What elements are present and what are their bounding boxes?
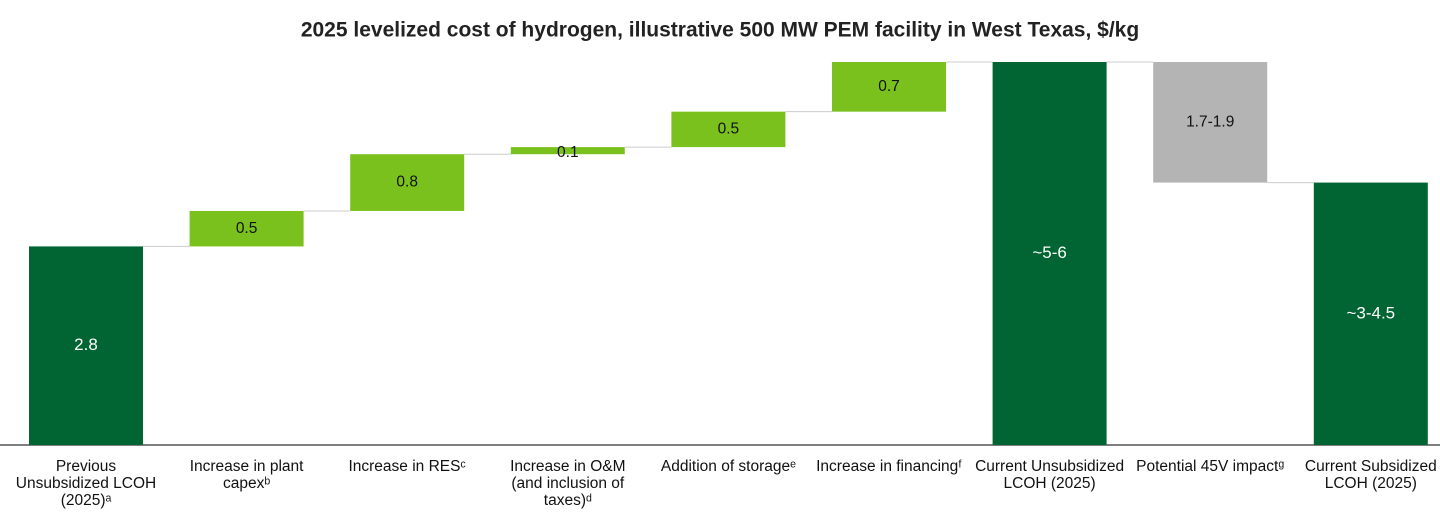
category-label: Current Subsidized LCOH (2025): [1304, 458, 1437, 492]
bar: [832, 62, 946, 112]
bar: [1153, 62, 1268, 183]
bar: [510, 147, 625, 155]
category-label: Potential 45V impactᵍ: [1136, 458, 1285, 475]
category-label: Increase in RESᶜ: [348, 458, 466, 475]
value-label: 0.5: [236, 220, 258, 237]
bar: [992, 62, 1107, 445]
category-label: Current Unsubsidized LCOH (2025): [975, 458, 1125, 492]
value-label: 0.8: [396, 174, 418, 191]
category-label: Previous Unsubsidized LCOH (2025)ᵃ: [15, 458, 157, 509]
category-label: Increase in plant capexᵇ: [189, 458, 304, 492]
value-label: 2.8: [74, 335, 98, 354]
value-label: 1.7-1.9: [1186, 113, 1234, 130]
bar: [29, 246, 143, 445]
category-label: Increase in financingᶠ: [816, 458, 962, 475]
value-label: 0.7: [878, 78, 900, 95]
value-label: ~3-4.5: [1346, 303, 1395, 322]
bar: [1313, 182, 1428, 445]
chart-title: 2025 levelized cost of hydrogen, illustr…: [301, 19, 1139, 42]
category-label: Addition of storageᵉ: [660, 458, 796, 475]
value-label: ~5-6: [1032, 243, 1067, 262]
bar: [189, 210, 304, 247]
value-label: 0.1: [557, 144, 579, 161]
bar: [350, 154, 465, 211]
value-label: 0.5: [718, 120, 740, 137]
category-label: Increase in O&M (and inclusion of taxes)…: [510, 458, 626, 509]
bar: [671, 111, 786, 148]
